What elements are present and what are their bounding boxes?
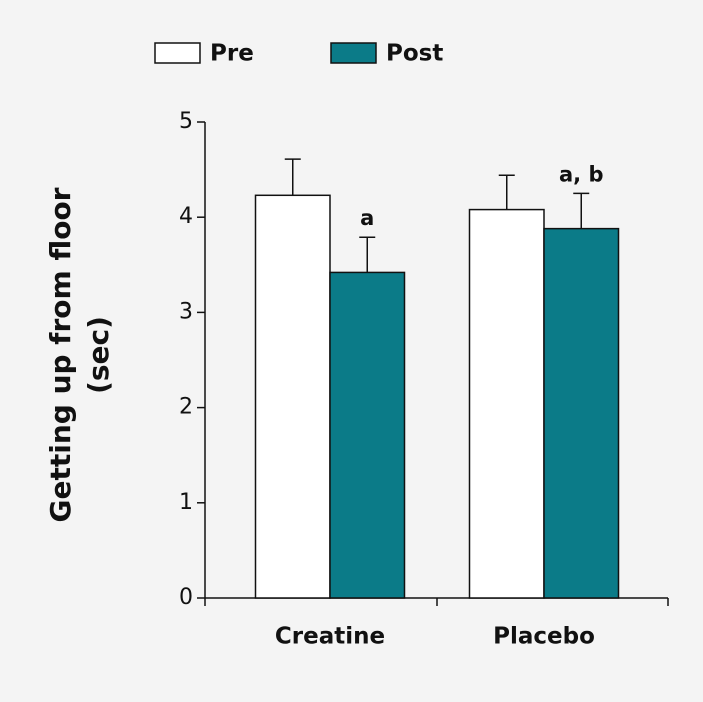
y-tick-label: 2 — [179, 395, 193, 420]
bar — [329, 271, 406, 599]
y-tick-label: 3 — [179, 299, 193, 324]
y-tick-label: 4 — [179, 204, 193, 229]
y-axis-title-line: Getting up from floor — [44, 187, 77, 522]
annotation: a — [360, 206, 374, 230]
bar — [543, 227, 620, 599]
x-tick-label: Creatine — [275, 624, 385, 650]
x-tick-label: Placebo — [493, 624, 595, 650]
y-tick-label: 5 — [179, 109, 193, 134]
y-tick-label: 0 — [179, 585, 193, 610]
y-tick-label: 1 — [179, 490, 193, 515]
legend-label: Post — [386, 41, 443, 67]
legend-label: Pre — [210, 41, 254, 67]
legend-swatch — [154, 42, 201, 64]
bar — [468, 208, 545, 599]
legend-swatch — [330, 42, 377, 64]
bar — [254, 194, 331, 599]
annotation: a, b — [559, 162, 604, 186]
y-axis-title: Getting up from floor (sec) — [44, 187, 115, 522]
y-axis-title-line: (sec) — [82, 316, 115, 394]
